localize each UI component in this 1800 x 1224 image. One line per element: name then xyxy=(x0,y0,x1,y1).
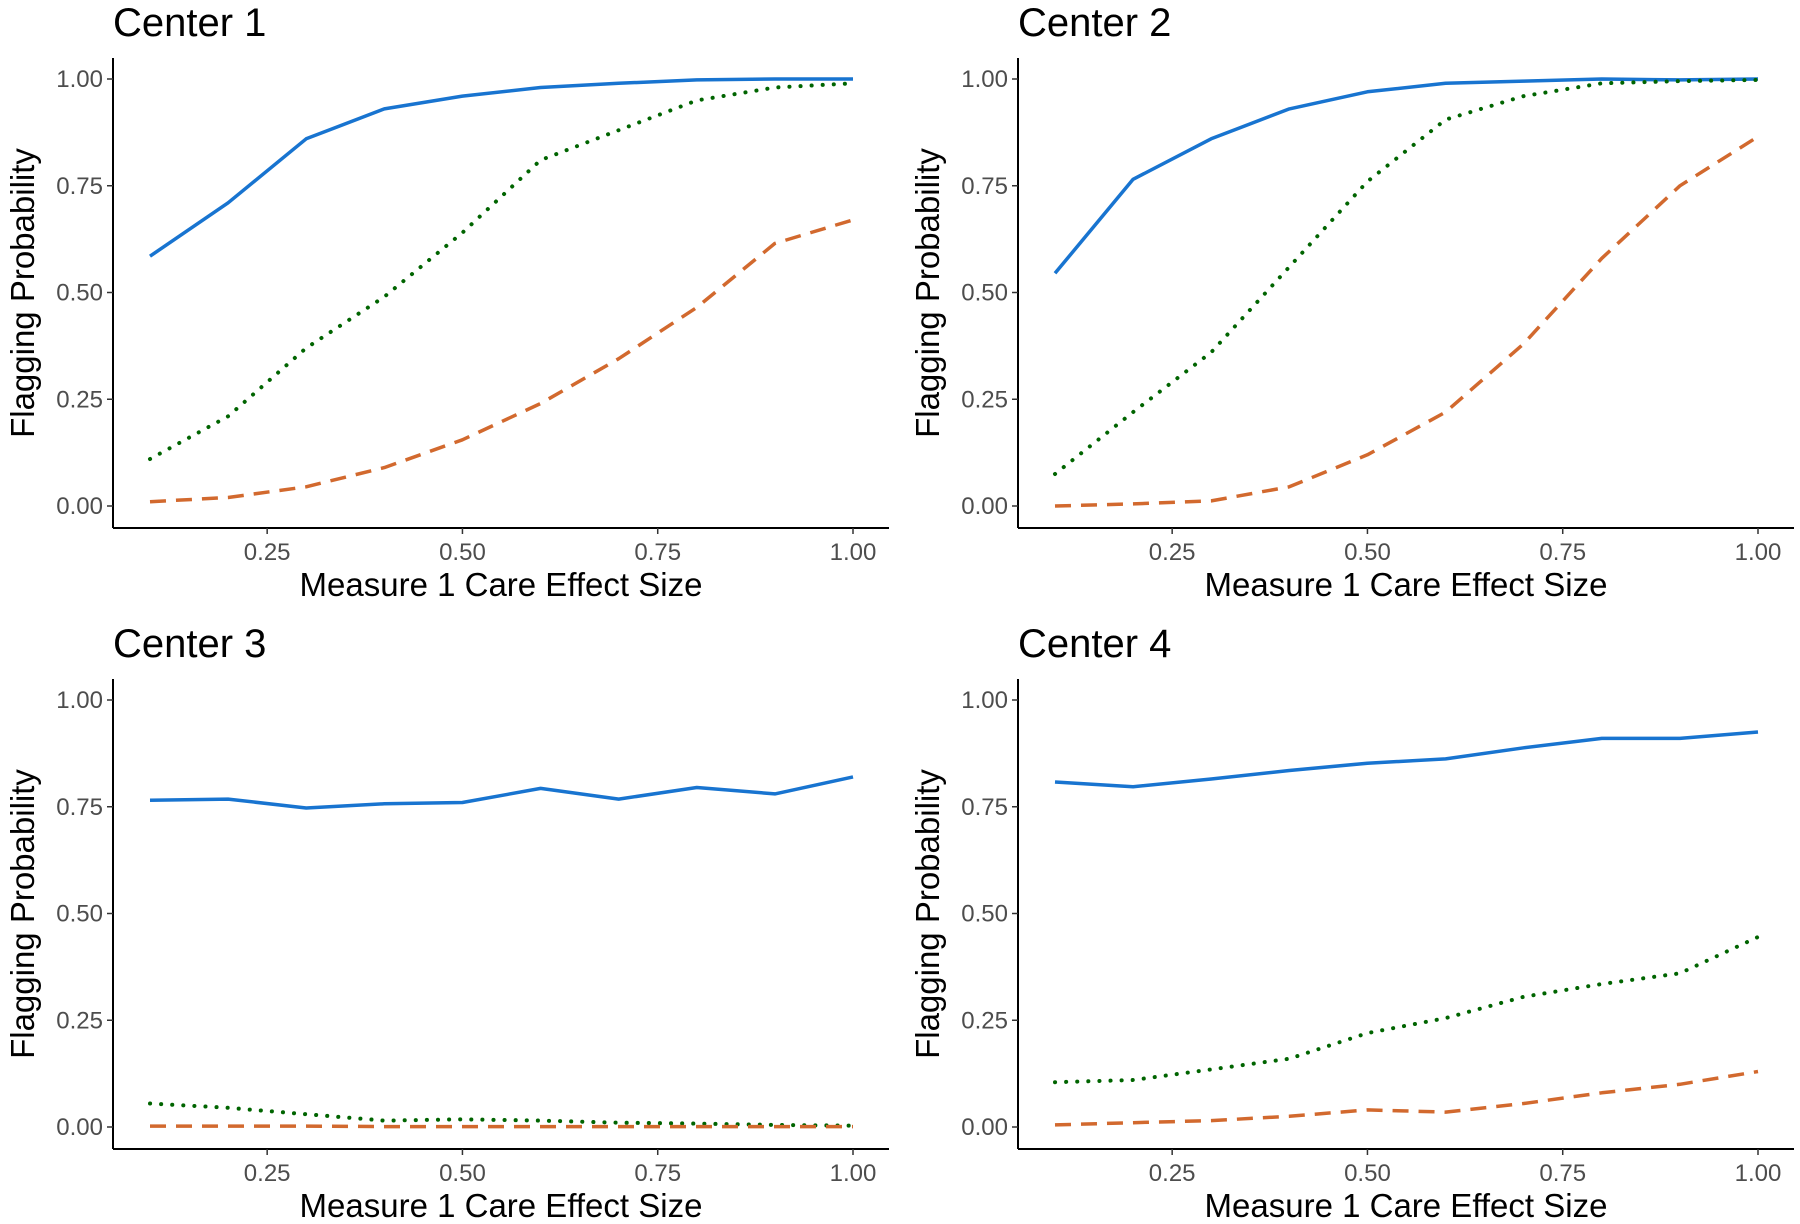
x-tick-label: 0.25 xyxy=(244,539,291,566)
x-tick-label: 0.75 xyxy=(1539,539,1586,566)
series-line-dashed xyxy=(150,1124,853,1129)
x-axis-label: Measure 1 Care Effect Size xyxy=(300,566,703,603)
x-tick-label: 0.25 xyxy=(1149,539,1196,566)
x-tick-label: 0.75 xyxy=(1539,1160,1586,1187)
series-line-dashed xyxy=(149,218,854,504)
series-line-dashed xyxy=(1054,135,1759,508)
panel-title: Center 3 xyxy=(113,622,266,666)
y-tick-label: 0.50 xyxy=(961,280,1008,307)
series-line-solid xyxy=(1054,730,1759,789)
series-line-dotted xyxy=(1053,77,1760,476)
y-tick-label: 0.00 xyxy=(961,493,1008,520)
series-line-dotted xyxy=(148,81,855,461)
x-axis-label: Measure 1 Care Effect Size xyxy=(1205,566,1608,603)
panel-center-2: Center 2 0.00 0.25 0.50 0.75 1.00 0.25 0.50 0.75… xyxy=(909,1,1794,603)
y-axis-label: Flagging Probability xyxy=(909,148,946,438)
y-tick-label: 0.00 xyxy=(56,1114,103,1141)
panel-title: Center 1 xyxy=(113,1,266,45)
series-line-solid xyxy=(149,77,853,258)
series-line-solid xyxy=(149,775,854,810)
y-tick-label: 1.00 xyxy=(961,66,1008,93)
x-tick-label: 0.25 xyxy=(244,1160,291,1187)
y-tick-label: 1.00 xyxy=(56,687,103,714)
y-tick-label: 0.25 xyxy=(56,386,103,413)
x-tick-label: 0.75 xyxy=(634,539,681,566)
y-tick-label: 1.00 xyxy=(961,687,1008,714)
y-axis-label: Flagging Probability xyxy=(4,769,41,1059)
y-tick-label: 0.75 xyxy=(56,794,103,821)
panel-center-1: Center 1 0.00 0.25 0.50 0.75 1.00 0.25 0.50 0.75… xyxy=(4,1,889,603)
x-tick-label: 1.00 xyxy=(830,1160,877,1187)
series-line-dotted xyxy=(148,1101,855,1128)
x-tick-label: 0.25 xyxy=(1149,1160,1196,1187)
x-axis-label: Measure 1 Care Effect Size xyxy=(300,1187,703,1224)
y-tick-label: 0.00 xyxy=(56,493,103,520)
panel-title: Center 4 xyxy=(1018,622,1171,666)
series-line-solid xyxy=(1053,77,1759,275)
panel-center-3: Center 3 0.00 0.25 0.50 0.75 1.00 0.25 0.50 0.75… xyxy=(4,622,889,1224)
x-tick-label: 0.50 xyxy=(1344,1160,1391,1187)
y-tick-label: 0.25 xyxy=(961,1007,1008,1034)
series-line-dashed xyxy=(1054,1069,1759,1127)
x-tick-label: 1.00 xyxy=(1735,1160,1782,1187)
panel-title: Center 2 xyxy=(1018,1,1171,45)
x-tick-label: 1.00 xyxy=(1735,539,1782,566)
y-tick-label: 0.25 xyxy=(961,386,1008,413)
x-tick-label: 0.50 xyxy=(439,1160,486,1187)
y-tick-label: 1.00 xyxy=(56,66,103,93)
x-tick-label: 0.50 xyxy=(439,539,486,566)
y-axis-label: Flagging Probability xyxy=(4,148,41,438)
y-tick-label: 0.75 xyxy=(56,173,103,200)
y-tick-label: 0.75 xyxy=(961,173,1008,200)
y-tick-label: 0.50 xyxy=(56,280,103,307)
x-axis-label: Measure 1 Care Effect Size xyxy=(1205,1187,1608,1224)
y-tick-label: 0.25 xyxy=(56,1007,103,1034)
y-tick-label: 0.75 xyxy=(961,794,1008,821)
x-tick-label: 1.00 xyxy=(830,539,877,566)
panel-center-4: Center 4 0.00 0.25 0.50 0.75 1.00 0.25 0.50 0.75… xyxy=(909,622,1794,1224)
y-tick-label: 0.50 xyxy=(961,901,1008,928)
x-tick-label: 0.50 xyxy=(1344,539,1391,566)
series-line-dotted xyxy=(1053,935,1760,1085)
x-tick-label: 0.75 xyxy=(634,1160,681,1187)
y-axis-label: Flagging Probability xyxy=(909,769,946,1059)
y-tick-label: 0.00 xyxy=(961,1114,1008,1141)
y-tick-label: 0.50 xyxy=(56,901,103,928)
